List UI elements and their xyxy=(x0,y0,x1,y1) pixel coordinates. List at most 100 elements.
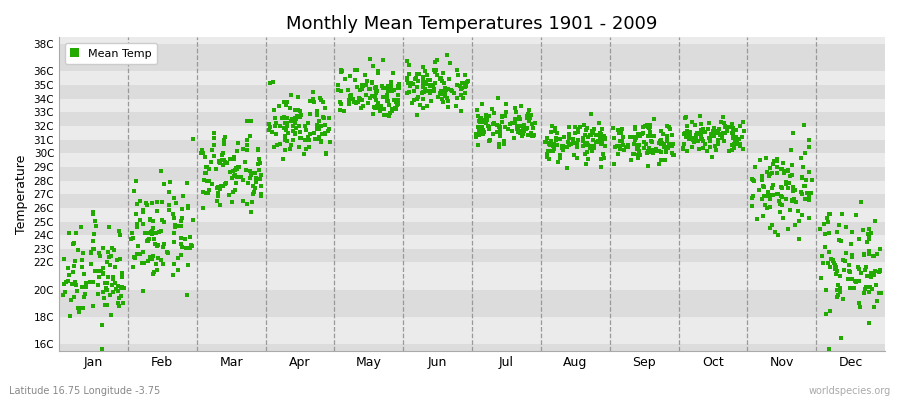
Point xyxy=(276,125,291,131)
Point xyxy=(469,130,483,137)
Point xyxy=(178,235,193,242)
Point xyxy=(854,270,868,276)
Point xyxy=(124,230,139,236)
Point xyxy=(202,178,216,184)
Point xyxy=(705,154,719,160)
Point xyxy=(485,106,500,112)
Point xyxy=(95,270,110,277)
Point xyxy=(717,130,732,136)
Point xyxy=(716,138,731,145)
Point xyxy=(156,244,170,250)
Point xyxy=(280,137,294,144)
Point xyxy=(74,305,88,311)
Point xyxy=(517,122,531,128)
Point xyxy=(733,141,747,147)
Point xyxy=(612,138,626,144)
Point xyxy=(643,128,657,135)
Point xyxy=(94,268,109,274)
Point xyxy=(126,264,140,270)
Text: Latitude 16.75 Longitude -3.75: Latitude 16.75 Longitude -3.75 xyxy=(9,386,160,396)
Point xyxy=(288,107,302,114)
Point xyxy=(314,123,328,129)
Point xyxy=(248,189,262,196)
Point xyxy=(505,120,519,126)
Point xyxy=(92,249,106,256)
Point xyxy=(628,137,643,144)
Point xyxy=(302,144,317,150)
Point xyxy=(872,269,886,276)
Point xyxy=(498,124,512,130)
Point xyxy=(521,113,535,119)
Point xyxy=(418,88,433,94)
Point xyxy=(445,88,459,94)
Point xyxy=(174,252,188,258)
Point xyxy=(598,142,612,149)
Point xyxy=(687,138,701,145)
Point xyxy=(77,293,92,300)
Point xyxy=(762,171,777,178)
Point xyxy=(166,272,181,278)
Point xyxy=(79,284,94,290)
Point xyxy=(206,142,220,148)
Point xyxy=(180,292,194,298)
Point xyxy=(423,82,437,88)
Point xyxy=(715,135,729,141)
Point xyxy=(654,141,669,148)
Point xyxy=(194,150,208,156)
Point xyxy=(266,129,280,136)
Point xyxy=(733,141,747,147)
Point xyxy=(350,84,365,90)
Point xyxy=(424,98,438,104)
Point xyxy=(184,242,198,248)
Point xyxy=(423,77,437,84)
Point xyxy=(416,78,430,84)
Point xyxy=(494,118,508,125)
Point xyxy=(510,128,525,135)
Point xyxy=(433,90,447,96)
Point xyxy=(229,166,243,173)
Point xyxy=(167,222,182,228)
Point xyxy=(71,304,86,311)
Point xyxy=(656,131,670,138)
Point xyxy=(487,120,501,126)
Point xyxy=(775,194,789,200)
Point xyxy=(444,87,458,94)
Point xyxy=(172,223,186,230)
Point xyxy=(640,121,654,128)
Point xyxy=(587,144,601,150)
Point xyxy=(337,108,351,114)
Point xyxy=(312,126,327,132)
Point xyxy=(508,116,522,122)
Point xyxy=(361,100,375,106)
Point xyxy=(696,126,710,132)
Point xyxy=(310,136,325,142)
Point xyxy=(281,130,295,136)
Point xyxy=(216,162,230,168)
Point xyxy=(513,130,527,136)
Point xyxy=(461,78,475,84)
Point xyxy=(251,146,266,152)
Point xyxy=(666,152,680,158)
Point xyxy=(704,131,718,138)
Point xyxy=(594,164,608,170)
Point xyxy=(679,134,693,140)
Bar xyxy=(59,235,885,249)
Point xyxy=(761,192,776,198)
Point xyxy=(624,157,638,163)
Point xyxy=(112,232,127,238)
Point xyxy=(291,107,305,114)
Point xyxy=(688,122,702,128)
Point xyxy=(621,144,635,150)
Point xyxy=(703,136,717,143)
Point xyxy=(616,142,631,148)
Point xyxy=(243,132,257,139)
Point xyxy=(474,101,489,108)
Point xyxy=(716,114,730,120)
Point xyxy=(100,286,114,293)
Point xyxy=(683,129,698,135)
Point xyxy=(427,85,441,92)
Point xyxy=(515,122,529,129)
Point xyxy=(771,232,786,238)
Point xyxy=(68,258,82,264)
Point xyxy=(68,230,83,236)
